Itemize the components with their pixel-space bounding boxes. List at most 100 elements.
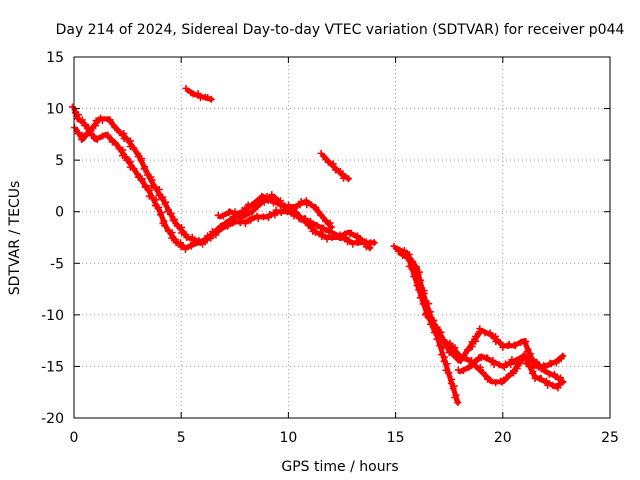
y-tick-label: -15 (41, 359, 64, 375)
data-point (559, 352, 567, 360)
y-tick-label: 15 (46, 50, 64, 66)
data-point (272, 196, 280, 204)
x-tick-label: 20 (494, 430, 512, 446)
data-point (495, 361, 503, 369)
x-axis-label: GPS time / hours (281, 459, 398, 475)
data-point (466, 362, 474, 370)
data-point (313, 221, 321, 229)
data-point (167, 210, 175, 218)
data-point (232, 212, 240, 220)
data-point (429, 322, 437, 330)
data-point (140, 165, 148, 173)
y-tick-label: 5 (55, 153, 64, 169)
data-point (98, 116, 106, 124)
data-point (161, 222, 169, 230)
grid-layer (74, 57, 610, 418)
data-point (177, 243, 185, 251)
data-point (325, 228, 333, 236)
data-point (552, 359, 560, 367)
data-point (559, 378, 567, 386)
x-tick-label: 5 (177, 430, 186, 446)
data-point (74, 111, 82, 119)
data-point (217, 223, 225, 231)
data-point (178, 229, 186, 237)
data-point (332, 166, 340, 174)
data-point (123, 136, 131, 144)
data-point (116, 129, 124, 137)
data-point (496, 338, 504, 346)
data-point (297, 198, 305, 206)
data-point (547, 360, 555, 368)
series-arc-main-b (71, 114, 374, 252)
data-point (556, 374, 564, 382)
data-point (370, 239, 378, 247)
data-point (207, 95, 215, 103)
data-point (296, 201, 304, 209)
data-point (247, 216, 255, 224)
data-point (322, 217, 330, 225)
data-point (272, 206, 280, 214)
data-point (445, 349, 453, 357)
data-point (456, 356, 464, 364)
data-point (126, 143, 134, 151)
data-point (526, 350, 534, 358)
data-point (336, 233, 344, 241)
data-point (437, 328, 445, 336)
data-point (164, 227, 172, 235)
data-point (73, 115, 81, 123)
data-point (188, 233, 196, 241)
data-point (130, 144, 138, 152)
data-point (317, 149, 325, 157)
data-point (199, 240, 207, 248)
data-point (111, 139, 119, 147)
data-point (366, 244, 374, 252)
data-point (464, 346, 472, 354)
data-point (231, 208, 239, 216)
data-point (535, 363, 543, 371)
data-point (227, 216, 235, 224)
data-point (138, 176, 146, 184)
data-point (304, 221, 312, 229)
data-point (104, 132, 112, 140)
data-point (293, 209, 301, 217)
x-tick-label: 15 (387, 430, 405, 446)
data-point (341, 230, 349, 238)
data-point (459, 367, 467, 375)
data-point (106, 118, 114, 126)
data-point (555, 380, 563, 388)
data-point (362, 243, 370, 251)
data-point (126, 163, 134, 171)
data-point (92, 117, 100, 125)
data-point (500, 363, 508, 371)
data-point (271, 211, 279, 219)
y-tick-label: -5 (50, 256, 64, 272)
data-point (394, 247, 402, 255)
data-point (291, 204, 299, 212)
data-point (168, 234, 176, 242)
data-point (329, 160, 337, 168)
data-point (279, 203, 287, 211)
data-point (161, 200, 169, 208)
data-point (87, 127, 95, 135)
series-trail (457, 353, 566, 390)
data-point (155, 185, 163, 193)
data-point (465, 363, 473, 371)
data-point (146, 186, 154, 194)
data-point (268, 191, 276, 199)
data-point (347, 229, 355, 237)
data-point (503, 374, 511, 382)
data-point (249, 207, 257, 215)
data-point (542, 377, 550, 385)
series-arc-late-d (454, 352, 567, 392)
data-point (219, 212, 227, 220)
data-point (93, 135, 101, 143)
data-point (326, 219, 334, 227)
data-point (157, 211, 165, 219)
data-point (115, 145, 123, 153)
series-arc-mid-short (317, 149, 352, 183)
data-point (537, 375, 545, 383)
data-point (171, 215, 179, 223)
data-point (169, 216, 177, 224)
data-point (492, 379, 500, 387)
